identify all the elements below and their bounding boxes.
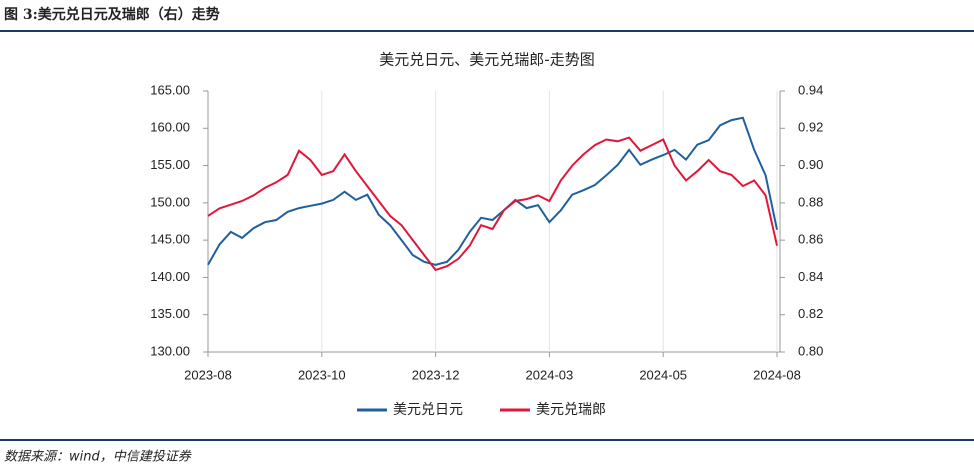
series-line (207, 136, 778, 272)
y2-tick-label: 0.84 (798, 269, 823, 284)
y-tick-label: 145.00 (150, 232, 190, 247)
x-tick-label: 2023-12 (412, 367, 460, 382)
y-tick-label: 165.00 (150, 82, 190, 97)
y-tick-label: 160.00 (150, 120, 190, 135)
y-tick-label: 150.00 (150, 194, 190, 209)
x-tick-label: 2023-10 (298, 367, 346, 382)
chart-title: 美元兑日元、美元兑瑞郎-走势图 (379, 51, 594, 69)
x-tick-label: 2024-05 (639, 367, 687, 382)
figure-header: 图 3:美元兑日元及瑞郎（右）走势 (4, 6, 220, 23)
y-tick-label: 135.00 (150, 306, 190, 321)
y2-tick-label: 0.88 (798, 194, 823, 209)
y-tick-label: 140.00 (150, 269, 190, 284)
source-note: 数据来源：wind，中信建投证券 (4, 450, 192, 465)
series-line (207, 116, 778, 266)
y-tick-label: 155.00 (150, 157, 190, 172)
legend-label: 美元兑瑞郎 (536, 402, 606, 418)
y-tick-label: 130.00 (150, 343, 190, 358)
y2-tick-label: 0.86 (798, 232, 823, 247)
legend-label: 美元兑日元 (393, 402, 463, 418)
y2-tick-label: 0.94 (798, 82, 823, 97)
y2-tick-label: 0.92 (798, 120, 823, 135)
x-tick-label: 2024-08 (753, 367, 801, 382)
x-tick-label: 2023-08 (184, 367, 232, 382)
x-tick-label: 2024-03 (526, 367, 574, 382)
y2-tick-label: 0.82 (798, 306, 823, 321)
y2-tick-label: 0.90 (798, 157, 823, 172)
y2-tick-label: 0.80 (798, 343, 823, 358)
